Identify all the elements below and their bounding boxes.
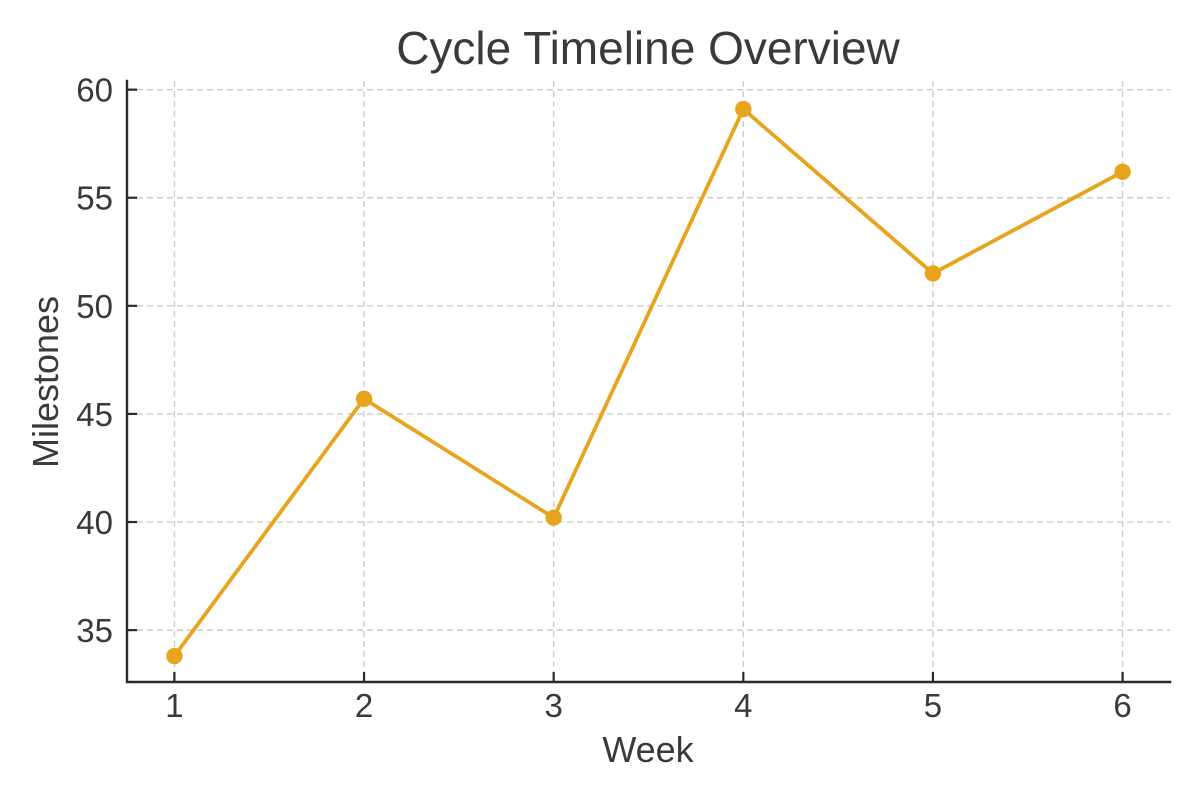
data-point-week-2 (355, 390, 373, 407)
chart-title: Cycle Timeline Overview (396, 22, 900, 74)
axes-spines (125, 79, 1172, 684)
x-tick-label-4: 4 (734, 687, 752, 724)
x-axis-label: Week (602, 729, 694, 770)
gridlines (127, 81, 1170, 682)
y-tick-label-45: 45 (76, 396, 113, 433)
y-axis-label: Milestones (25, 296, 66, 468)
x-tick-label-2: 2 (355, 687, 373, 724)
x-tick-label-3: 3 (545, 687, 563, 724)
data-point-week-4 (735, 100, 752, 118)
y-tick-label-55: 55 (76, 180, 113, 217)
x-tick-label-5: 5 (924, 687, 942, 724)
y-tick-label-60: 60 (76, 72, 113, 109)
y-tick-label-35: 35 (76, 612, 113, 649)
data-point-week-5 (924, 265, 942, 282)
data-markers (166, 100, 1131, 665)
data-point-week-6 (1114, 163, 1131, 180)
y-tick-label-50: 50 (76, 288, 113, 325)
x-tick-label-1: 1 (165, 687, 183, 724)
x-tick-label-6: 6 (1113, 687, 1131, 724)
axis-ticks (127, 88, 1124, 682)
data-point-week-3 (545, 509, 562, 526)
data-line (172, 107, 1124, 658)
data-point-week-1 (166, 647, 183, 665)
y-tick-label-40: 40 (76, 504, 113, 541)
